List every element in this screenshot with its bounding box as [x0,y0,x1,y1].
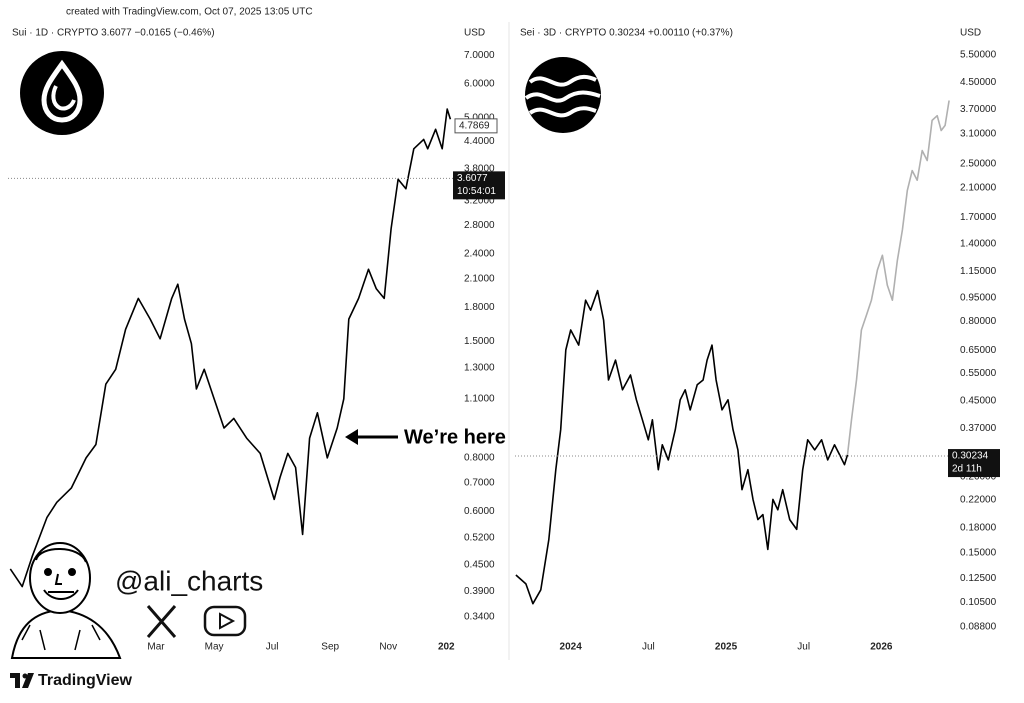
currency: USD [464,28,485,39]
y-tick-label: 5.50000 [960,49,997,60]
y-tick-label: 0.65000 [960,345,997,356]
y-tick-label: 4.4000 [464,136,495,147]
handle: @ali_charts [115,565,263,596]
y-tick-label: 3.8000 [464,163,495,174]
y-tick-label: 0.22000 [960,495,997,506]
y-tick-label: 0.10500 [960,597,997,608]
y-tick-label: 0.7000 [464,477,495,488]
price-label: 4.7869 [459,120,490,131]
watermark: created with TradingView.com, Oct 07, 20… [66,7,313,18]
y-tick-label: 0.37000 [960,423,997,434]
price-box [453,171,505,200]
y-tick-label: 2.8000 [464,220,495,231]
y-tick-label: 0.80000 [960,316,997,327]
price-line [9,108,452,588]
y-tick-label: 0.4500 [464,559,495,570]
x-tick-label: 2026 [870,642,893,653]
y-tick-label: 1.15000 [960,266,997,277]
y-tick-label: 1.5000 [464,336,495,347]
x-tick-label: Mar [147,642,165,653]
chart: Sei · 3D · CRYPTO 0.30234 +0.00110 (+0.3… [515,28,1000,653]
x-tick-label: 2025 [715,642,738,653]
x-tick-label: Jul [797,642,810,653]
x-tick-label: Nov [379,642,397,653]
y-tick-label: 0.95000 [960,292,997,303]
y-tick-label: 3.10000 [960,129,997,140]
y-tick-label: 0.12500 [960,573,997,584]
y-tick-label: 0.6000 [464,506,495,517]
arrowhead [345,429,358,445]
y-tick-label: 0.3900 [464,586,495,597]
brand: TradingView [38,672,133,689]
countdown: 2d 11h [952,464,982,475]
y-tick-label: 5.0000 [464,112,495,123]
countdown: 10:54:01 [457,186,496,197]
y-tick-label: 0.18000 [960,522,997,533]
price-label: 3.6077 [457,173,488,184]
y-tick-label: 0.15000 [960,548,997,559]
x-tick-label: Jul [266,642,279,653]
y-tick-label: 0.8000 [464,453,495,464]
y-tick-label: 3.2000 [464,195,495,206]
x-tick-label: 202 [438,642,455,653]
y-tick-label: 0.55000 [960,368,997,379]
y-tick-label: 1.40000 [960,239,997,250]
price-line [515,289,849,605]
youtube-icon [203,605,247,637]
y-tick-label: 1.1000 [464,393,495,404]
price-line [846,100,950,455]
y-tick-label: 1.3000 [464,362,495,373]
x-tick-label: Sep [321,642,339,653]
x-tick-label: Jul [642,642,655,653]
y-tick-label: 2.10000 [960,183,997,194]
annotation: We’re here [404,426,506,448]
y-tick-label: 2.1000 [464,273,495,284]
avatar [10,542,122,659]
x-icon [146,605,177,638]
chart-title: Sei · 3D · CRYPTO 0.30234 +0.00110 (+0.3… [520,28,733,39]
price-box [454,118,498,134]
y-tick-label: 6.0000 [464,79,495,90]
chart-title: Sui · 1D · CRYPTO 3.6077 −0.0165 (−0.46%… [12,28,215,39]
y-tick-label: 0.5200 [464,533,495,544]
y-tick-label: 1.8000 [464,302,495,313]
chart: Sui · 1D · CRYPTO 3.6077 −0.0165 (−0.46%… [8,28,506,653]
x-tick-label: 2024 [560,642,583,653]
y-tick-label: 0.08800 [960,621,997,632]
charts: Sui · 1D · CRYPTO 3.6077 −0.0165 (−0.46%… [8,28,1000,653]
y-tick-label: 0.26000 [960,472,997,483]
y-tick-label: 7.0000 [464,50,495,61]
y-tick-label: 3.70000 [960,104,997,115]
y-tick-label: 4.50000 [960,77,997,88]
y-tick-label: 0.3400 [464,611,495,622]
y-tick-label: 2.4000 [464,249,495,260]
price-label: 0.30234 [952,451,989,462]
y-tick-label: 2.50000 [960,158,997,169]
brand-logo [10,673,34,688]
currency: USD [960,28,981,39]
sei-logo [524,57,601,133]
y-tick-label: 1.70000 [960,212,997,223]
y-tick-label: 0.45000 [960,396,997,407]
x-tick-label: May [205,642,224,653]
price-box [948,449,1000,478]
sui-logo [20,51,104,135]
